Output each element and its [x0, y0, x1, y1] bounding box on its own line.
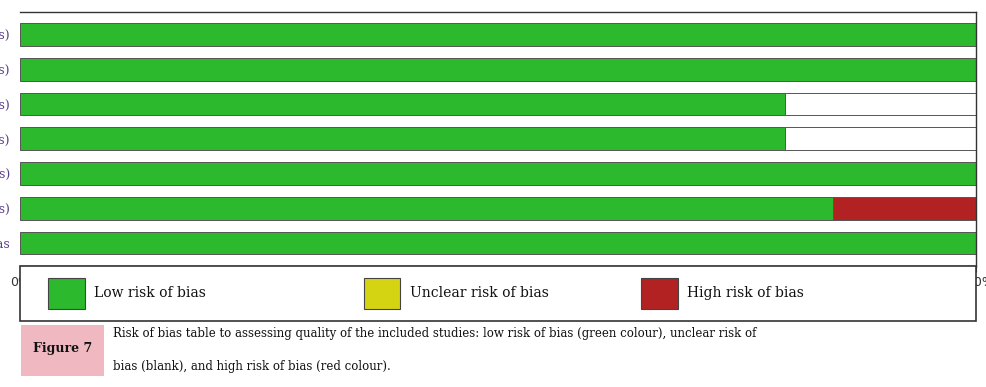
Bar: [364, 278, 400, 308]
Bar: [20, 197, 832, 219]
Text: Unclear risk of bias: Unclear risk of bias: [410, 286, 549, 300]
Bar: [20, 92, 785, 115]
Bar: [785, 92, 976, 115]
Bar: [48, 278, 85, 308]
Bar: [20, 58, 976, 80]
Bar: [21, 325, 104, 376]
Bar: [20, 23, 976, 46]
Bar: [20, 127, 785, 150]
Bar: [20, 162, 976, 185]
Bar: [20, 232, 976, 254]
Text: Figure 7: Figure 7: [33, 342, 92, 355]
Text: bias (blank), and high risk of bias (red colour).: bias (blank), and high risk of bias (red…: [113, 360, 391, 373]
Text: High risk of bias: High risk of bias: [687, 286, 805, 300]
Text: Risk of bias table to assessing quality of the included studies: low risk of bia: Risk of bias table to assessing quality …: [113, 327, 757, 340]
Bar: [832, 197, 976, 219]
Bar: [641, 278, 677, 308]
Bar: [785, 127, 976, 150]
Text: Low risk of bias: Low risk of bias: [95, 286, 206, 300]
